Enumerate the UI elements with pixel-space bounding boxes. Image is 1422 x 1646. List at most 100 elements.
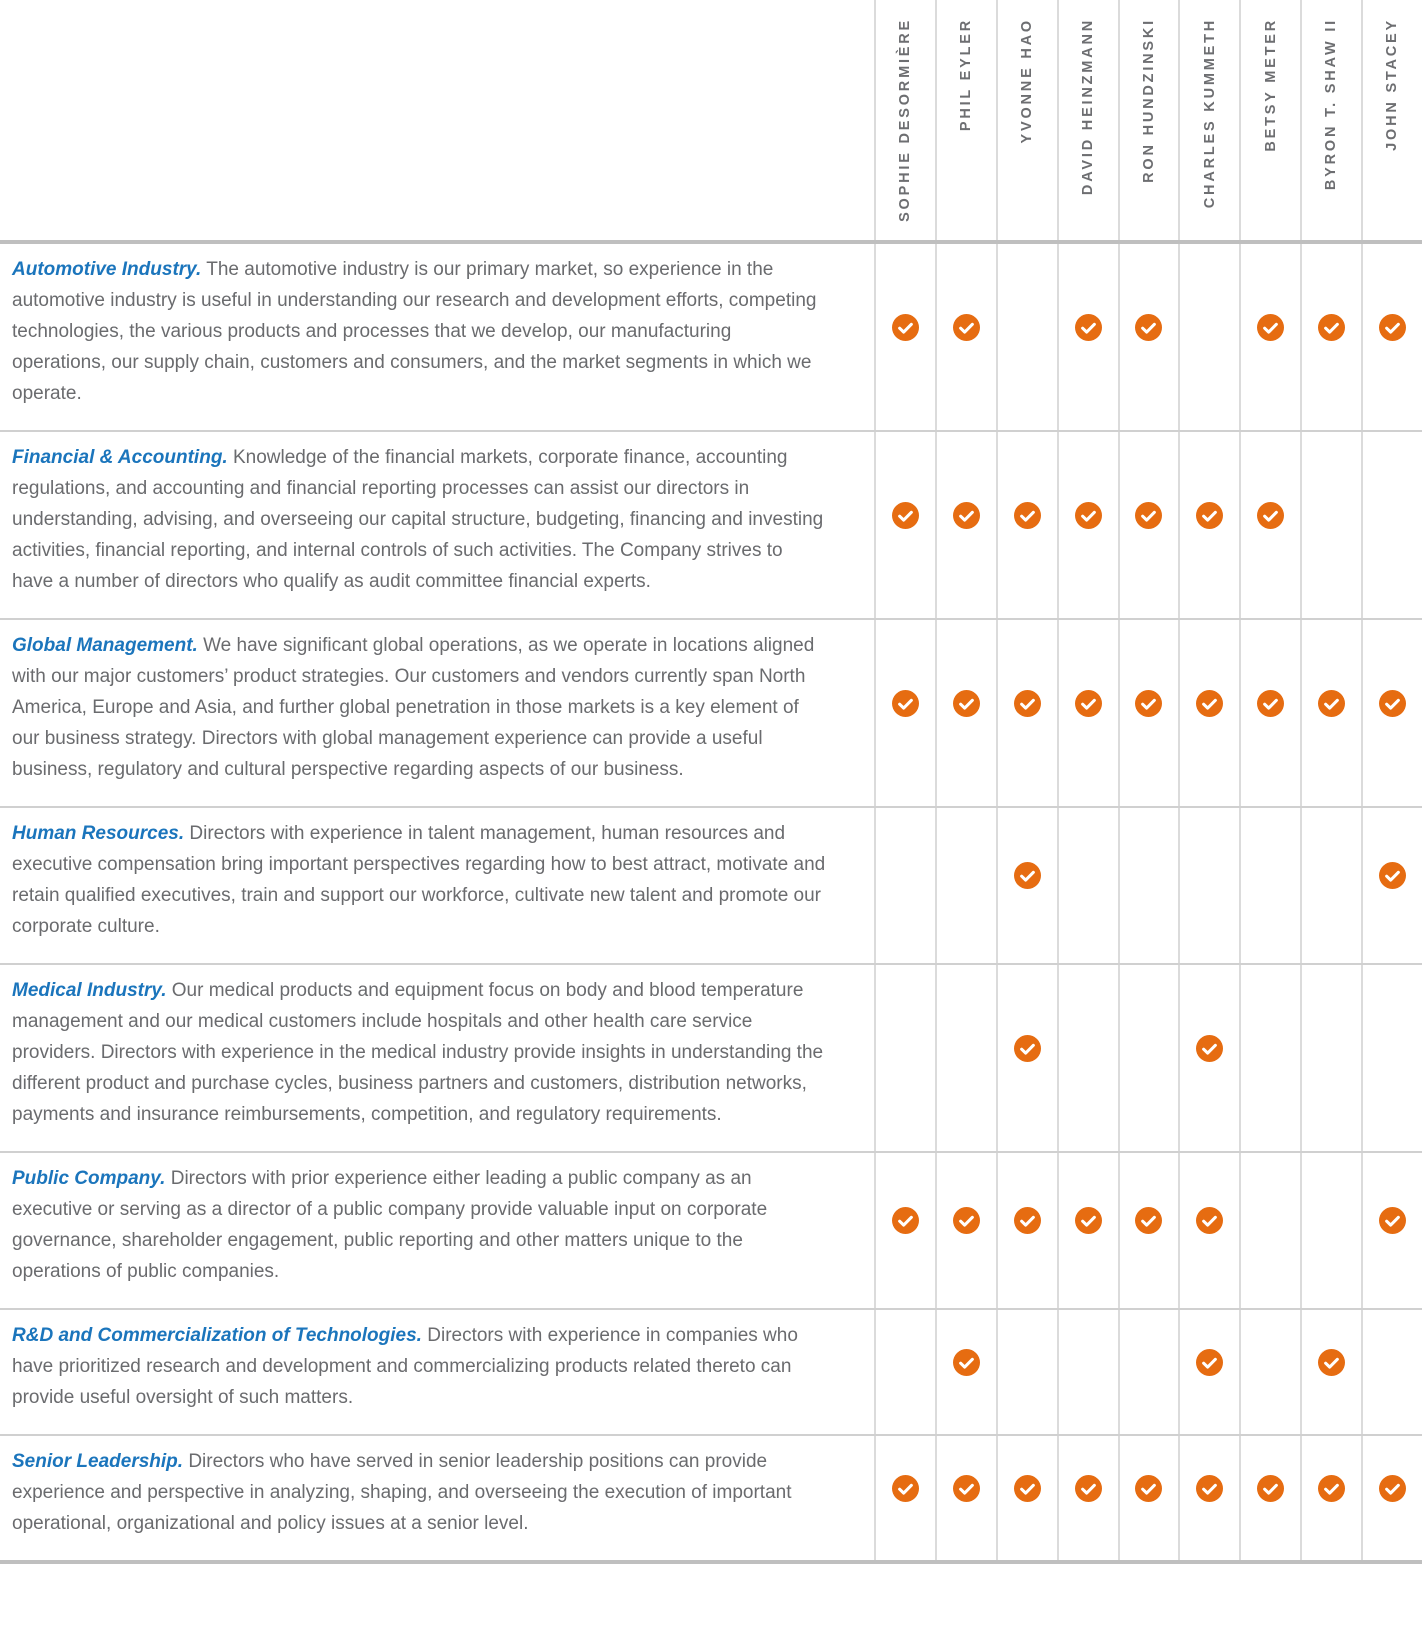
skill-title: Public Company.	[12, 1168, 166, 1189]
skill-check-cell	[1056, 432, 1118, 618]
skill-empty-cell	[1178, 244, 1239, 430]
director-name: BETSY METER	[1262, 18, 1279, 152]
skill-empty-cell	[1361, 432, 1422, 618]
skill-check-cell	[1300, 620, 1361, 806]
skill-check-cell	[1178, 1436, 1239, 1560]
skill-check-cell	[995, 620, 1057, 806]
skill-text-cell: Financial & Accounting. Knowledge of the…	[0, 432, 874, 618]
check-icon	[952, 1207, 980, 1234]
skill-row: Medical Industry. Our medical products a…	[0, 963, 1422, 1151]
check-icon	[1196, 1034, 1224, 1062]
skill-check-cell	[934, 1153, 996, 1308]
director-column-header: RON HUNDZINSKI	[1117, 0, 1179, 240]
skill-title: Automotive Industry.	[12, 259, 202, 280]
skill-title: Human Resources.	[12, 823, 185, 844]
skill-check-cell	[1117, 244, 1179, 430]
director-column-header: JOHN STACEY	[1361, 0, 1422, 240]
check-icon	[891, 1207, 919, 1234]
skills-matrix-body: Automotive Industry. The automotive indu…	[0, 240, 1422, 1564]
skill-empty-cell	[1361, 1310, 1422, 1434]
skill-empty-cell	[1361, 965, 1422, 1151]
director-name: RON HUNDZINSKI	[1140, 18, 1157, 183]
skill-title: R&D and Commercialization of Technologie…	[12, 1325, 422, 1346]
skill-check-cell	[1300, 1310, 1361, 1434]
skill-empty-cell	[1117, 965, 1179, 1151]
skill-description: Our medical products and equipment focus…	[12, 980, 824, 1125]
check-icon	[1379, 1474, 1407, 1502]
skill-check-cell	[1117, 1436, 1179, 1560]
director-column-header: SOPHIE DESORMIÈRE	[874, 0, 935, 240]
skill-empty-cell	[1056, 1310, 1118, 1434]
skill-empty-cell	[1056, 808, 1118, 963]
skill-check-cell	[1056, 244, 1118, 430]
skill-empty-cell	[1239, 1153, 1300, 1308]
check-icon	[1257, 1474, 1285, 1502]
check-icon	[1013, 689, 1041, 717]
skill-check-cell	[1361, 244, 1422, 430]
skill-empty-cell	[1300, 432, 1361, 618]
skill-check-cell	[995, 965, 1057, 1151]
skill-row: Automotive Industry. The automotive indu…	[0, 244, 1422, 430]
check-icon	[1257, 501, 1285, 529]
check-icon	[1318, 689, 1346, 717]
skill-row: Global Management. We have significant g…	[0, 618, 1422, 806]
check-icon	[1379, 1207, 1407, 1234]
check-icon	[1318, 1348, 1346, 1376]
skill-empty-cell	[1239, 965, 1300, 1151]
director-column-header: CHARLES KUMMETH	[1178, 0, 1239, 240]
skill-check-cell	[1239, 620, 1300, 806]
skill-check-cell	[995, 432, 1057, 618]
check-icon	[1013, 1034, 1041, 1062]
skill-empty-cell	[874, 1310, 935, 1434]
skill-check-cell	[1056, 620, 1118, 806]
skill-check-cell	[1056, 1436, 1118, 1560]
director-name: BYRON T. SHAW II	[1323, 18, 1340, 191]
check-icon	[1074, 1207, 1102, 1234]
director-skills-matrix: SOPHIE DESORMIÈRE PHIL EYLER YVONNE HAO DAV…	[0, 0, 1422, 1564]
check-icon	[1135, 501, 1163, 529]
skill-check-cell	[995, 808, 1057, 963]
check-icon	[952, 313, 980, 341]
check-icon	[1318, 1474, 1346, 1502]
director-column-header: BYRON T. SHAW II	[1300, 0, 1361, 240]
check-icon	[1135, 689, 1163, 717]
skill-check-cell	[934, 620, 996, 806]
skill-check-cell	[934, 244, 996, 430]
skill-check-cell	[1239, 432, 1300, 618]
skill-text-cell: Automotive Industry. The automotive indu…	[0, 244, 874, 430]
check-icon	[1379, 862, 1407, 889]
skill-check-cell	[1117, 432, 1179, 618]
skill-row: R&D and Commercialization of Technologie…	[0, 1308, 1422, 1434]
check-icon	[1196, 1474, 1224, 1502]
check-icon	[1135, 1207, 1163, 1234]
director-name: JOHN STACEY	[1384, 18, 1401, 151]
skill-check-cell	[1178, 432, 1239, 618]
director-column-header: BETSY METER	[1239, 0, 1300, 240]
skill-check-cell	[1178, 1310, 1239, 1434]
skill-check-cell	[1178, 965, 1239, 1151]
director-column-header: DAVID HEINZMANN	[1056, 0, 1118, 240]
check-icon	[1074, 313, 1102, 341]
skill-description: Directors with experience in talent mana…	[12, 823, 826, 937]
skill-check-cell	[1239, 244, 1300, 430]
skill-check-cell	[1178, 1153, 1239, 1308]
skill-check-cell	[874, 244, 935, 430]
skill-empty-cell	[1056, 965, 1118, 1151]
skill-check-cell	[934, 432, 996, 618]
skill-empty-cell	[874, 965, 935, 1151]
skill-description: We have significant global operations, a…	[12, 635, 815, 780]
skill-text-cell: Senior Leadership. Directors who have se…	[0, 1436, 874, 1560]
skill-check-cell	[1239, 1436, 1300, 1560]
skill-text-cell: Human Resources. Directors with experien…	[0, 808, 874, 963]
skill-title: Medical Industry.	[12, 980, 167, 1001]
check-icon	[1257, 689, 1285, 717]
skill-description: The automotive industry is our primary m…	[12, 259, 817, 404]
skill-empty-cell	[1117, 808, 1179, 963]
skill-description: Knowledge of the financial markets, corp…	[12, 447, 824, 592]
skill-description: Directors with prior experience either l…	[12, 1168, 768, 1282]
director-name: CHARLES KUMMETH	[1201, 18, 1218, 209]
check-icon	[891, 501, 919, 529]
check-icon	[1257, 313, 1285, 341]
director-name: PHIL EYLER	[958, 18, 975, 132]
skill-empty-cell	[1300, 965, 1361, 1151]
